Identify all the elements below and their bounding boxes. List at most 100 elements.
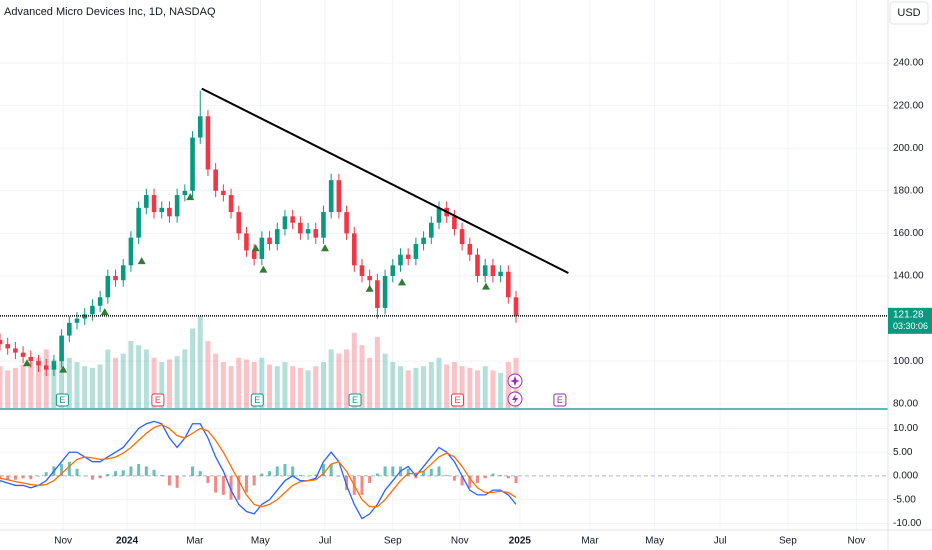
macd-histogram-bar — [67, 461, 71, 476]
x-tick-label: Nov — [451, 536, 469, 547]
candle-body — [190, 137, 195, 191]
macd-histogram-bar — [60, 464, 64, 476]
volume-bar — [505, 362, 511, 408]
axes: Nov 2024 Mar May Jul Sep Nov 2025 Mar May Jul Sep No… — [54, 58, 932, 547]
y-tick-label: 100.00 — [893, 356, 924, 367]
volume-bar — [274, 366, 280, 408]
candle-body — [259, 237, 265, 259]
y-tick-label: 180.00 — [893, 185, 924, 196]
candle-body — [344, 212, 349, 234]
macd-histogram-bar — [137, 464, 141, 476]
macd-histogram-bar — [167, 475, 171, 486]
macd-histogram-bar — [229, 475, 233, 500]
chart-title: Advanced Micro Devices Inc, 1D, NASDAQ — [4, 6, 216, 18]
signal-marker — [398, 278, 407, 286]
signal-marker — [137, 257, 146, 265]
candle-body — [128, 237, 134, 266]
macd-histogram-bar — [368, 475, 372, 484]
earnings-marker — [250, 393, 264, 407]
currency-button[interactable] — [889, 1, 929, 25]
volume-bar — [243, 359, 249, 408]
x-tick-label: Sep — [384, 536, 402, 547]
volume-bar — [351, 332, 357, 408]
y-tick-label: 240.00 — [893, 58, 924, 69]
candle-body — [336, 180, 342, 213]
y-tick-label: -5.00 — [893, 494, 916, 505]
macd-histogram-bar — [321, 464, 325, 476]
macd-histogram-bar — [345, 475, 349, 491]
macd-histogram-bar — [175, 475, 179, 488]
volume-bar — [66, 357, 72, 408]
y-tick-label: 140.00 — [893, 271, 924, 282]
volume-bar — [36, 357, 42, 408]
candle-body — [267, 237, 272, 245]
macd-histogram-bar — [429, 468, 433, 476]
candle-body — [105, 275, 111, 298]
volume-bar — [374, 336, 380, 408]
volume-bar — [467, 367, 473, 408]
candle-body — [390, 265, 396, 276]
volume-bar — [259, 357, 265, 408]
candle-body — [382, 275, 388, 308]
macd-histogram-bar — [506, 475, 510, 479]
volume-bar — [367, 357, 373, 408]
candle-body — [506, 271, 511, 298]
macd-histogram-bar — [306, 475, 310, 477]
candle-body — [228, 195, 234, 213]
volume-bar — [113, 357, 119, 408]
x-tick-label: 2024 — [116, 536, 139, 547]
signal-marker — [251, 244, 260, 252]
candle-body — [513, 297, 519, 316]
macd-histogram-bar — [483, 475, 487, 479]
volume-bar — [267, 364, 273, 408]
volume-bar — [436, 357, 442, 408]
volume-bar — [236, 357, 242, 408]
volume-bar — [159, 362, 165, 408]
macd-histogram-bar — [114, 471, 118, 476]
candle-body — [182, 190, 188, 196]
macd-histogram-bar — [6, 475, 10, 480]
macd-histogram-bar — [144, 466, 148, 476]
volume-bar — [51, 359, 57, 408]
macd-histogram-bar — [499, 474, 503, 476]
signal-marker — [259, 265, 268, 273]
candle-body — [174, 195, 180, 217]
volume-bar — [105, 349, 111, 408]
macd-histogram-bar — [90, 475, 94, 480]
macd-histogram-bar — [437, 466, 441, 476]
macd-histogram-bar — [13, 475, 17, 480]
volume-bar — [205, 341, 211, 408]
candle-body — [398, 254, 403, 266]
candle-body — [328, 180, 334, 213]
volume-bar — [136, 345, 142, 408]
candle-body — [405, 254, 411, 259]
volume-bar — [20, 364, 26, 408]
macd-line — [0, 423, 517, 508]
candle-body — [490, 265, 496, 276]
earnings-label: E — [557, 395, 563, 405]
volume-bar — [490, 370, 496, 408]
macd-histogram-bar — [252, 475, 256, 486]
macd-histogram-bar — [445, 474, 449, 476]
candle-body — [305, 229, 311, 234]
macd-histogram-bar — [260, 473, 264, 476]
y-tick-label: 5.00 — [893, 447, 913, 458]
currency[interactable]: USD — [897, 7, 920, 19]
signal-marker — [365, 284, 374, 292]
candle-body — [351, 233, 357, 266]
candle-body — [298, 222, 303, 234]
signal-marker — [100, 308, 109, 316]
earnings-marker — [348, 393, 362, 407]
volume-bar — [282, 362, 288, 408]
trendline — [201, 87, 569, 274]
candle-body — [28, 356, 34, 362]
macd-histogram-bar — [283, 464, 287, 476]
macd-histogram-bar — [160, 474, 164, 476]
volume-bar — [0, 366, 3, 408]
volume-bar — [336, 353, 342, 408]
y-tick-label: 200.00 — [893, 143, 924, 154]
signal-marker — [481, 282, 490, 290]
candle-body — [90, 305, 95, 315]
